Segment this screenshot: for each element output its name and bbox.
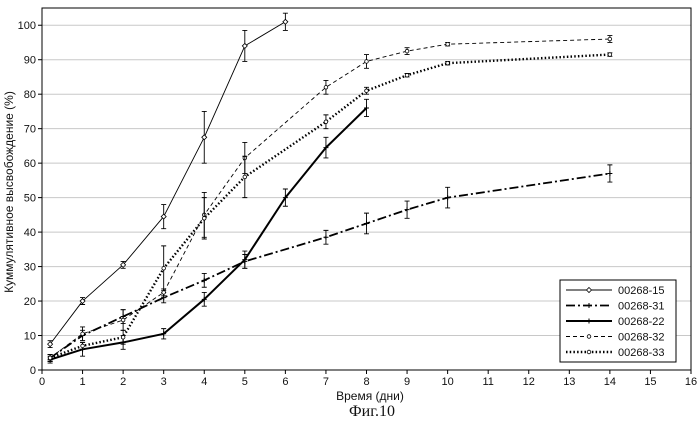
series-00268-32 [48, 36, 613, 362]
x-tick-label: 2 [120, 376, 126, 388]
release-chart: 0102030405060708090100012345678910111213… [0, 0, 700, 423]
y-tick-label: 10 [24, 331, 36, 343]
x-tick-label: 8 [363, 376, 369, 388]
data-point [323, 235, 328, 240]
data-point [81, 332, 85, 336]
data-point [405, 73, 409, 77]
data-point [446, 61, 450, 65]
data-point [202, 217, 206, 221]
x-tick-label: 12 [523, 376, 535, 388]
data-point [81, 344, 85, 348]
legend-label: 00268-32 [618, 332, 665, 344]
data-point [608, 53, 612, 57]
data-point [607, 171, 612, 176]
data-point [445, 195, 450, 200]
x-tick-label: 0 [39, 376, 45, 388]
data-point [587, 335, 591, 339]
series-line [50, 173, 610, 357]
series-line [50, 108, 366, 360]
data-point [242, 43, 247, 48]
y-tick-label: 90 [24, 55, 36, 67]
series-00268-31 [48, 165, 613, 362]
data-point [243, 175, 247, 179]
legend-label: 00268-15 [618, 285, 665, 297]
data-point [365, 60, 369, 64]
series-line [50, 22, 285, 344]
y-tick-label: 0 [30, 365, 36, 377]
x-tick-label: 4 [201, 376, 207, 388]
y-tick-label: 60 [24, 158, 36, 170]
data-point [608, 37, 612, 41]
y-tick-label: 30 [24, 262, 36, 274]
y-tick-label: 80 [24, 89, 36, 101]
x-tick-label: 13 [563, 376, 575, 388]
x-tick-label: 14 [604, 376, 616, 388]
data-point [405, 207, 410, 212]
figure-caption: Фиг.10 [349, 403, 395, 420]
data-point [162, 291, 166, 295]
x-tick-label: 9 [404, 376, 410, 388]
x-tick-label: 10 [442, 376, 454, 388]
series-00268-15 [48, 13, 288, 347]
x-tick-label: 15 [644, 376, 656, 388]
legend: 00268-15 00268-31 00268-22 00268-32 00268-33 [560, 280, 676, 362]
y-tick-label: 20 [24, 296, 36, 308]
data-point [365, 89, 369, 93]
data-point [283, 19, 288, 24]
data-point [202, 135, 207, 140]
data-point [48, 356, 52, 360]
y-tick-label: 50 [24, 193, 36, 205]
x-tick-label: 3 [161, 376, 167, 388]
x-tick-label: 11 [482, 376, 493, 388]
y-tick-label: 40 [24, 227, 36, 239]
series-line [50, 39, 610, 358]
series-00268-22 [48, 99, 369, 363]
data-point [405, 49, 409, 53]
data-point [121, 318, 125, 322]
y-tick-label: 70 [24, 124, 36, 136]
data-point [587, 350, 591, 354]
x-axis-title: Время (дни) [336, 389, 404, 403]
y-tick-label: 100 [18, 20, 36, 32]
data-point [364, 221, 369, 226]
legend-label: 00268-22 [618, 316, 665, 328]
series-00268-33 [48, 53, 613, 362]
legend-label: 00268-31 [618, 301, 665, 313]
x-tick-label: 6 [282, 376, 288, 388]
series-line [50, 55, 610, 358]
x-tick-label: 7 [323, 376, 329, 388]
data-point [162, 266, 166, 270]
legend-label: 00268-33 [618, 347, 665, 359]
x-tick-label: 5 [242, 376, 248, 388]
data-point [121, 335, 125, 339]
data-point [324, 120, 328, 124]
data-point [446, 42, 450, 46]
x-tick-label: 16 [685, 376, 697, 388]
y-axis-title: Куммулятивное высвобождение (%) [2, 91, 16, 293]
x-tick-label: 1 [80, 376, 86, 388]
data-point [324, 85, 328, 89]
series-group [48, 13, 613, 363]
